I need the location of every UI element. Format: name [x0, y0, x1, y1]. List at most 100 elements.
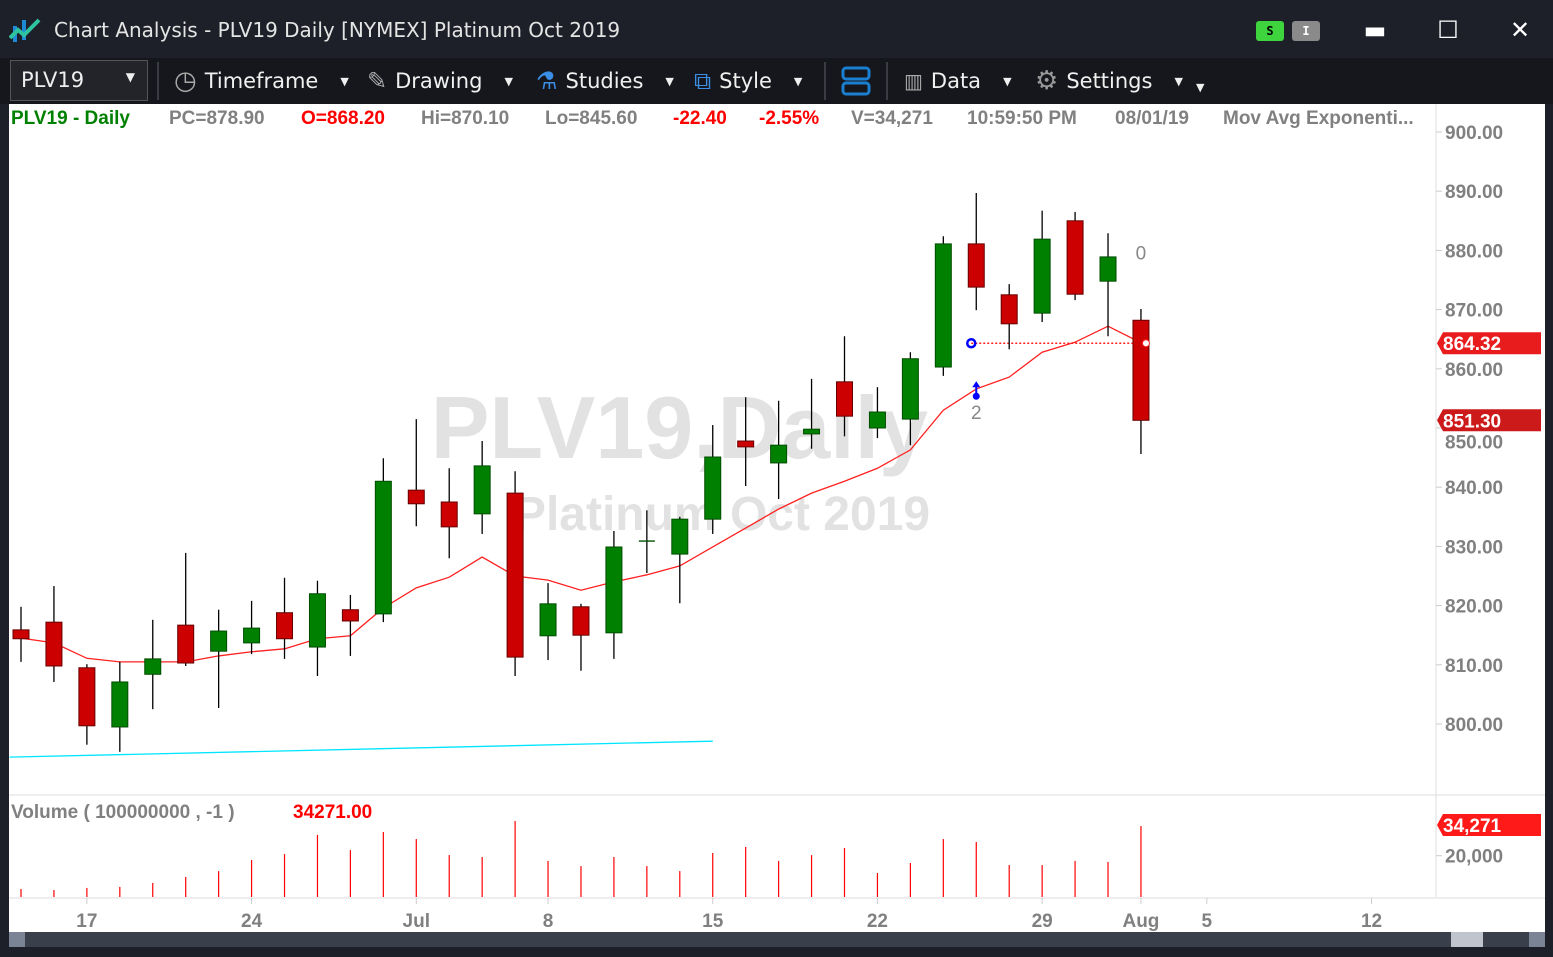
candle-2019-07-26: [1000, 284, 1018, 350]
candle-2019-07-10: [605, 531, 623, 659]
arrow-base-icon: [972, 392, 980, 400]
drawing-menu[interactable]: ✎ Drawing ▼: [367, 66, 513, 96]
candle-body: [374, 480, 392, 615]
candle-body: [1099, 256, 1117, 282]
overflow-menu-button[interactable]: ▼: [1196, 80, 1205, 94]
date-tick-label: 17: [76, 911, 97, 932]
ema-price-badge: 864.32: [1437, 332, 1541, 355]
studies-label: Studies: [565, 69, 644, 93]
candle-2019-06-28: [374, 458, 392, 623]
candle-2019-07-09: [572, 603, 590, 671]
price-tick-label: 820.00: [1445, 597, 1503, 618]
scroll-left-button[interactable]: [9, 932, 25, 947]
candle-body: [45, 621, 63, 667]
candle-2019-07-19: [836, 336, 853, 437]
data-menu[interactable]: ▥ Data ▼: [904, 66, 1012, 96]
candle-2019-06-25: [276, 577, 294, 659]
gear-icon: ⚙: [1035, 66, 1059, 96]
symbol-selector[interactable]: PLV19 ▼: [10, 60, 148, 101]
price-tick-label: 850.00: [1445, 432, 1503, 453]
ema-price-badge-text: 864.32: [1443, 334, 1501, 355]
timeframe-menu[interactable]: ◷ Timeframe ▼: [174, 66, 349, 96]
candle-body: [1033, 238, 1051, 314]
volume-study-label: Volume ( 100000000 , -1 ): [11, 802, 235, 823]
price-tick-label: 890.00: [1445, 182, 1503, 203]
info-prev-close: PC=878.90: [169, 108, 265, 129]
candle-2019-06-14: [45, 586, 63, 682]
price-tick-label: 830.00: [1445, 537, 1503, 558]
candle-body: [12, 629, 30, 640]
date-tick-label: 22: [867, 911, 888, 932]
pen-icon: ✎: [367, 67, 388, 95]
candle-2019-07-31: [1099, 233, 1117, 337]
candle-body: [704, 456, 722, 520]
watermark-symbol: PLV19,Daily: [431, 378, 928, 477]
scrollbar-thumb[interactable]: [1451, 932, 1483, 947]
candle-body: [1132, 319, 1150, 421]
scroll-right-button[interactable]: [1529, 932, 1545, 947]
candle-body: [78, 667, 96, 727]
maximize-button[interactable]: ☐: [1437, 16, 1459, 44]
candle-2019-07-03: [473, 441, 491, 534]
app-logo-icon: [9, 18, 41, 42]
info-time: 10:59:50 PM: [967, 108, 1077, 129]
price-tick-label: 860.00: [1445, 360, 1503, 381]
style-icon: ⧉: [694, 67, 712, 95]
i-badge-button[interactable]: I: [1292, 21, 1320, 41]
settings-menu[interactable]: ⚙ Settings ▼: [1035, 66, 1183, 96]
minimize-button[interactable]: ▬: [1363, 16, 1387, 44]
arrow-up-icon: [972, 381, 981, 396]
price-tick-label: 880.00: [1445, 241, 1503, 262]
date-tick-label: 8: [543, 911, 554, 932]
candle-2019-07-12: [671, 516, 689, 604]
info-symbol: PLV19 - Daily: [11, 108, 130, 129]
candle-2019-07-23: [901, 352, 919, 446]
candle-2019-07-17: [770, 400, 788, 500]
candle-2019-06-24: [243, 600, 261, 655]
info-high: Hi=870.10: [421, 108, 510, 129]
candle-body: [111, 681, 129, 728]
candle-2019-07-05: [506, 471, 524, 677]
drawing-label: Drawing: [395, 69, 483, 93]
info-volume: V=34,271: [851, 108, 933, 129]
candle-body: [1066, 220, 1084, 295]
divider: [886, 62, 888, 100]
chevron-down-icon: ▼: [340, 74, 349, 88]
close-button[interactable]: ✕: [1509, 16, 1531, 44]
chart-annotation: 2: [971, 403, 982, 424]
candle-2019-07-08: [539, 583, 557, 661]
chevron-down-icon: ▼: [665, 74, 674, 88]
candle-2019-07-29: [1033, 210, 1051, 323]
chevron-down-icon: ▼: [1174, 74, 1183, 88]
candle-2019-07-15: [704, 425, 722, 534]
ema-price-badge-bg: [1437, 332, 1541, 355]
studies-menu[interactable]: ⚗ Studies ▼: [536, 66, 674, 96]
candle-body: [901, 358, 919, 420]
candle-body: [605, 546, 623, 634]
candle-2019-07-02: [440, 468, 458, 559]
symbol-value: PLV19: [21, 68, 85, 92]
candle-body: [803, 428, 821, 435]
ema-line: [20, 325, 1142, 663]
style-menu[interactable]: ⧉ Style ▼: [694, 66, 802, 96]
trendline: [9, 740, 713, 758]
flask-icon: ⚗: [536, 67, 558, 95]
candle-2019-07-22: [868, 387, 886, 439]
link-layout-button[interactable]: [840, 66, 872, 96]
candle-2019-06-13: [12, 606, 30, 662]
window-title: Chart Analysis - PLV19 Daily [NYMEX] Pla…: [54, 18, 621, 42]
chevron-down-icon: ▼: [504, 74, 513, 88]
toolbar: PLV19 ▼ ◷ Timeframe ▼ ✎ Drawing ▼ ⚗ Studies ▼ ⧉…: [0, 58, 1553, 104]
horizontal-scrollbar[interactable]: [9, 932, 1545, 947]
candle-body: [737, 440, 755, 448]
candle-2019-06-18: [111, 661, 129, 752]
s-badge-button[interactable]: S: [1256, 21, 1284, 41]
chart-area[interactable]: [9, 104, 1545, 932]
settings-label: Settings: [1066, 69, 1153, 93]
chevron-down-icon: ▼: [1003, 74, 1012, 88]
candle-body: [144, 658, 162, 675]
candle-body: [177, 624, 195, 664]
info-low: Lo=845.60: [545, 108, 638, 129]
info-study: Mov Avg Exponenti...: [1223, 108, 1414, 129]
